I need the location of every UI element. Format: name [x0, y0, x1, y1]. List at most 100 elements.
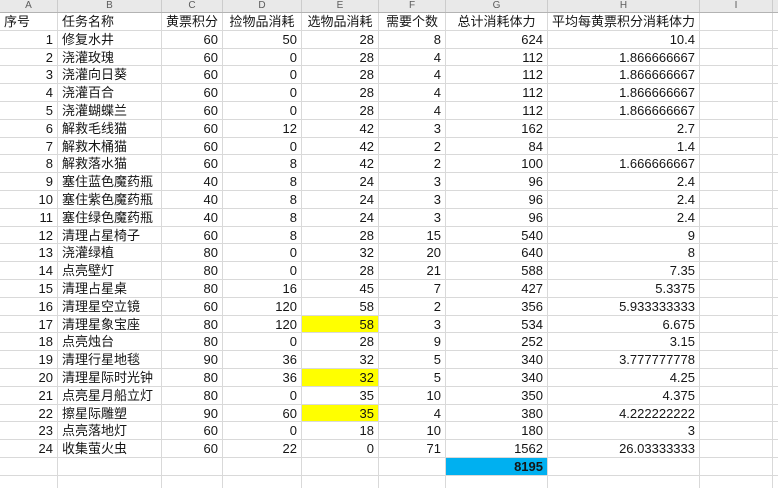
- cell-F15[interactable]: 21: [379, 262, 446, 280]
- cell-F12[interactable]: 3: [379, 208, 446, 227]
- cell-G7[interactable]: 162: [446, 119, 548, 138]
- cell-G22[interactable]: 350: [446, 386, 548, 405]
- cell-A27[interactable]: [0, 475, 58, 488]
- cell-D17[interactable]: 120: [223, 297, 302, 316]
- cell-H14[interactable]: 8: [548, 244, 700, 263]
- cell-B10[interactable]: 塞住蓝色魔药瓶: [58, 173, 162, 191]
- cell-E26[interactable]: [302, 457, 379, 476]
- cell-B5[interactable]: 浇灌百合: [58, 84, 162, 102]
- cell-H9[interactable]: 1.666666667: [548, 155, 700, 174]
- cell-A24[interactable]: 23: [0, 422, 58, 441]
- cell-I3[interactable]: [700, 48, 773, 67]
- cell-I10[interactable]: [700, 173, 773, 191]
- cell-G3[interactable]: 112: [446, 48, 548, 67]
- cell-A17[interactable]: 16: [0, 297, 58, 316]
- cell-D8[interactable]: 0: [223, 137, 302, 156]
- cell-D9[interactable]: 8: [223, 155, 302, 174]
- cell-H7[interactable]: 2.7: [548, 119, 700, 138]
- cell-D22[interactable]: 0: [223, 386, 302, 405]
- cell-B26[interactable]: [58, 457, 162, 476]
- cell-A7[interactable]: 6: [0, 119, 58, 138]
- cell-C4[interactable]: 60: [162, 66, 223, 85]
- cell-F22[interactable]: 10: [379, 386, 446, 405]
- cell-E3[interactable]: 28: [302, 48, 379, 67]
- cell-C10[interactable]: 40: [162, 173, 223, 191]
- cell-E15[interactable]: 28: [302, 262, 379, 280]
- cell-F21[interactable]: 5: [379, 368, 446, 387]
- cell-G15[interactable]: 588: [446, 262, 548, 280]
- cell-C18[interactable]: 80: [162, 315, 223, 334]
- cell-F8[interactable]: 2: [379, 137, 446, 156]
- cell-D23[interactable]: 60: [223, 404, 302, 423]
- cell-E22[interactable]: 35: [302, 386, 379, 405]
- cell-H17[interactable]: 5.933333333: [548, 297, 700, 316]
- cell-F6[interactable]: 4: [379, 101, 446, 120]
- cell-C6[interactable]: 60: [162, 101, 223, 120]
- cell-I18[interactable]: [700, 315, 773, 334]
- cell-E8[interactable]: 42: [302, 137, 379, 156]
- highlighted-cell-E18[interactable]: 58: [302, 315, 379, 334]
- cell-E27[interactable]: [302, 475, 379, 488]
- cell-F19[interactable]: 9: [379, 333, 446, 352]
- cell-G21[interactable]: 340: [446, 368, 548, 387]
- cell-B12[interactable]: 塞住绿色魔药瓶: [58, 208, 162, 227]
- cell-I7[interactable]: [700, 119, 773, 138]
- header-cell-g[interactable]: 总计消耗体力: [446, 13, 548, 31]
- cell-A9[interactable]: 8: [0, 155, 58, 174]
- cell-G20[interactable]: 340: [446, 351, 548, 369]
- cell-F4[interactable]: 4: [379, 66, 446, 85]
- cell-H20[interactable]: 3.777777778: [548, 351, 700, 369]
- cell-I26[interactable]: [700, 457, 773, 476]
- cell-A8[interactable]: 7: [0, 137, 58, 156]
- cell-D18[interactable]: 120: [223, 315, 302, 334]
- cell-A11[interactable]: 10: [0, 190, 58, 209]
- cell-H15[interactable]: 7.35: [548, 262, 700, 280]
- header-cell-c[interactable]: 黄票积分: [162, 13, 223, 31]
- cell-F5[interactable]: 4: [379, 84, 446, 102]
- cell-H16[interactable]: 5.3375: [548, 279, 700, 298]
- cell-D7[interactable]: 12: [223, 119, 302, 138]
- cell-I13[interactable]: [700, 226, 773, 245]
- cell-B24[interactable]: 点亮落地灯: [58, 422, 162, 441]
- cell-H26[interactable]: [548, 457, 700, 476]
- cell-E19[interactable]: 28: [302, 333, 379, 352]
- cell-D3[interactable]: 0: [223, 48, 302, 67]
- cell-B3[interactable]: 浇灌玫瑰: [58, 48, 162, 67]
- cell-I24[interactable]: [700, 422, 773, 441]
- cell-C11[interactable]: 40: [162, 190, 223, 209]
- column-letter-C[interactable]: C: [162, 0, 223, 12]
- cell-D19[interactable]: 0: [223, 333, 302, 352]
- cell-C26[interactable]: [162, 457, 223, 476]
- cell-A15[interactable]: 14: [0, 262, 58, 280]
- cell-G17[interactable]: 356: [446, 297, 548, 316]
- cell-D6[interactable]: 0: [223, 101, 302, 120]
- cell-C5[interactable]: 60: [162, 84, 223, 102]
- cell-H13[interactable]: 9: [548, 226, 700, 245]
- cell-D27[interactable]: [223, 475, 302, 488]
- cell-I9[interactable]: [700, 155, 773, 174]
- cell-F24[interactable]: 10: [379, 422, 446, 441]
- cell-B20[interactable]: 清理行星地毯: [58, 351, 162, 369]
- cell-G19[interactable]: 252: [446, 333, 548, 352]
- cell-I16[interactable]: [700, 279, 773, 298]
- cell-C7[interactable]: 60: [162, 119, 223, 138]
- cell-B23[interactable]: 擦星际雕塑: [58, 404, 162, 423]
- cell-B27[interactable]: [58, 475, 162, 488]
- cell-F18[interactable]: 3: [379, 315, 446, 334]
- cell-I25[interactable]: [700, 440, 773, 458]
- column-letter-I[interactable]: I: [700, 0, 773, 12]
- cell-D14[interactable]: 0: [223, 244, 302, 263]
- cell-B9[interactable]: 解救落水猫: [58, 155, 162, 174]
- cell-H19[interactable]: 3.15: [548, 333, 700, 352]
- cell-B15[interactable]: 点亮壁灯: [58, 262, 162, 280]
- cell-H27[interactable]: [548, 475, 700, 488]
- cell-C8[interactable]: 60: [162, 137, 223, 156]
- cell-C2[interactable]: 60: [162, 30, 223, 49]
- cell-C22[interactable]: 80: [162, 386, 223, 405]
- cell-D21[interactable]: 36: [223, 368, 302, 387]
- cell-I20[interactable]: [700, 351, 773, 369]
- cell-B21[interactable]: 清理星际时光钟: [58, 368, 162, 387]
- cell-H21[interactable]: 4.25: [548, 368, 700, 387]
- cell-H4[interactable]: 1.866666667: [548, 66, 700, 85]
- cell-I12[interactable]: [700, 208, 773, 227]
